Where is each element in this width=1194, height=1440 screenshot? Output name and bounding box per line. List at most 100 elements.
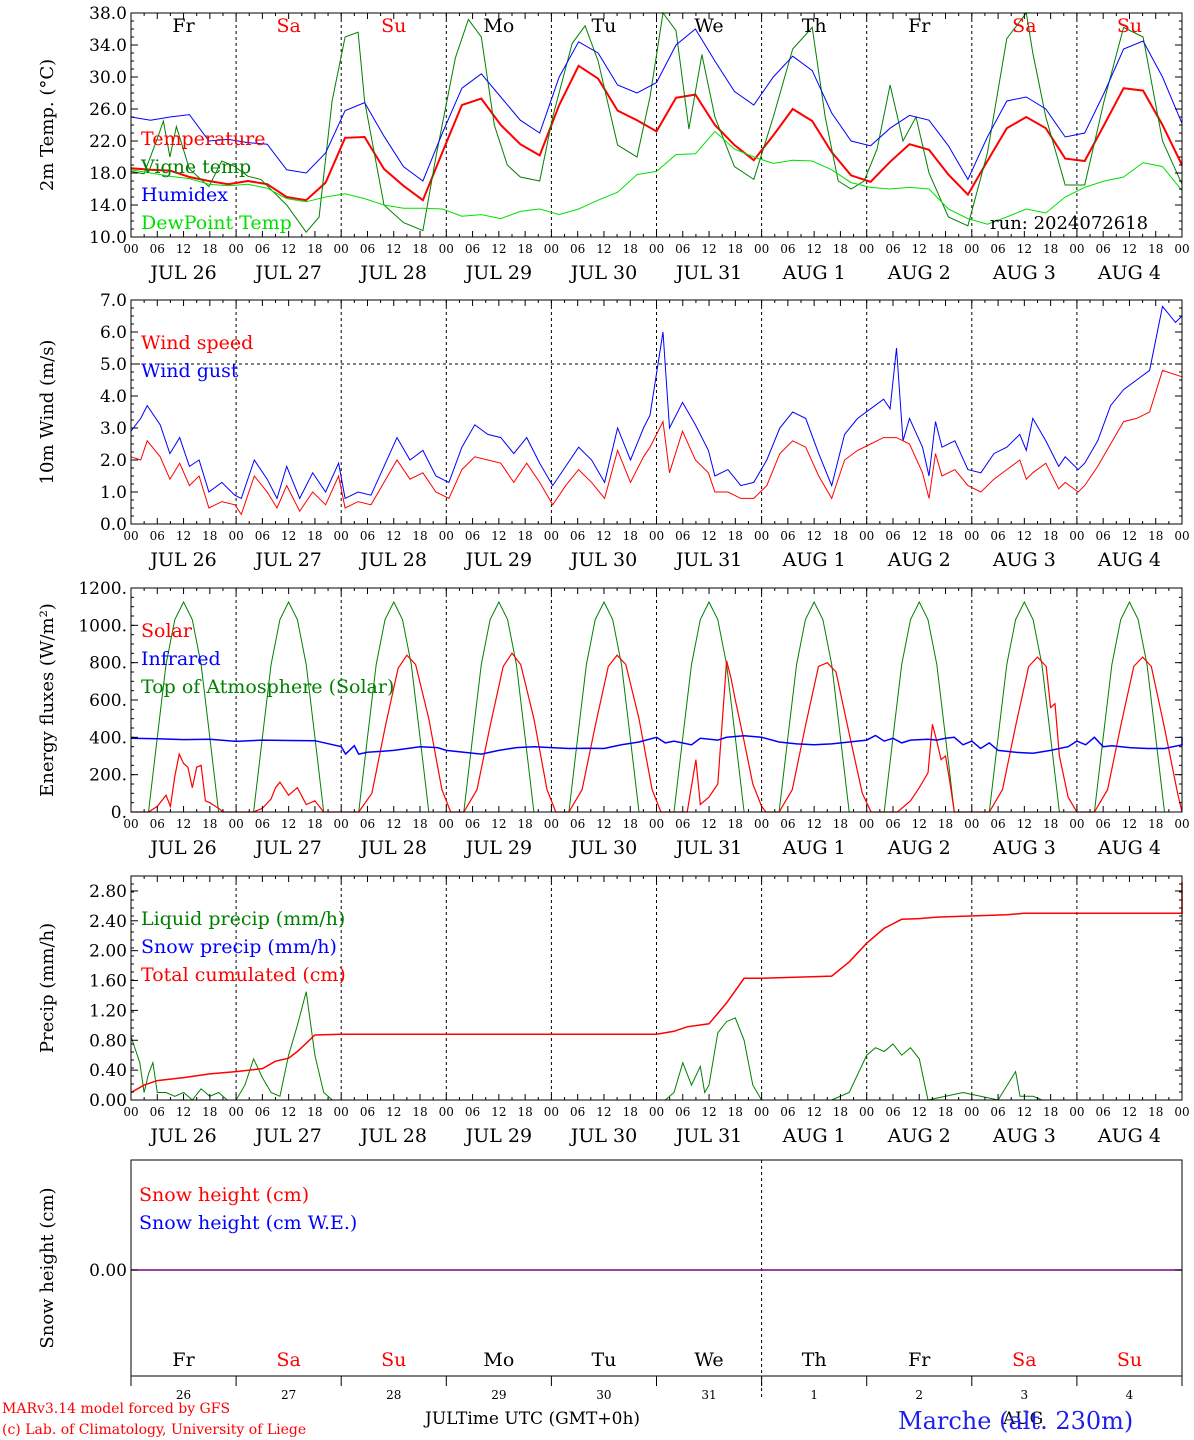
weekday-label: Sa <box>276 15 300 37</box>
y-tick-label: 0.40 <box>89 1061 127 1081</box>
hour-tick-label: 18 <box>517 529 532 543</box>
hour-tick-label: 06 <box>780 242 795 256</box>
hour-tick-label: 00 <box>649 242 664 256</box>
hour-tick-label: 18 <box>412 817 427 831</box>
hour-tick-label: 00 <box>544 1105 559 1119</box>
hour-tick-label: 18 <box>1148 529 1163 543</box>
hour-tick-label: 18 <box>728 529 743 543</box>
hour-tick-label: 12 <box>386 817 401 831</box>
hour-tick-label: 12 <box>491 817 506 831</box>
date-tick-label: AUG 1 <box>782 549 846 571</box>
hour-tick-label: 12 <box>596 1105 611 1119</box>
hour-tick-label: 06 <box>1096 529 1111 543</box>
y-tick-label: 18.0 <box>89 164 127 184</box>
hour-tick-label: 18 <box>833 529 848 543</box>
y-tick-label: 2.40 <box>89 912 127 932</box>
credit-line-2: (c) Lab. of Climatology, University of L… <box>2 1422 306 1438</box>
hour-tick-label: 06 <box>255 817 270 831</box>
date-tick-label: JUL 29 <box>464 262 532 284</box>
hour-tick-label: 18 <box>938 1105 953 1119</box>
day-number-label: 30 <box>596 1388 611 1402</box>
toa-solar-line <box>761 600 867 813</box>
hour-tick-label: 18 <box>623 817 638 831</box>
hour-tick-label: 00 <box>228 1105 243 1119</box>
date-tick-label: JUL 31 <box>674 262 742 284</box>
day-number-label: 28 <box>386 1388 401 1402</box>
hour-tick-label: 06 <box>990 529 1005 543</box>
day-number-label: 2 <box>915 1388 923 1402</box>
hour-tick-label: 00 <box>1174 529 1189 543</box>
hour-tick-label: 06 <box>675 817 690 831</box>
weekday-label: Fr <box>908 15 931 37</box>
hour-tick-label: 18 <box>1043 529 1058 543</box>
y-tick-label: 26.0 <box>89 100 127 120</box>
weekday-label: Th <box>802 15 827 37</box>
hour-tick-label: 12 <box>807 817 822 831</box>
hour-tick-label: 00 <box>228 529 243 543</box>
hour-tick-label: 18 <box>623 1105 638 1119</box>
date-tick-label: JUL 30 <box>569 262 637 284</box>
hour-tick-label: 12 <box>1017 529 1032 543</box>
hour-tick-label: 06 <box>1096 242 1111 256</box>
legend-entry: Temperature <box>141 128 265 150</box>
hour-tick-label: 06 <box>885 242 900 256</box>
date-tick-label: AUG 3 <box>992 837 1056 859</box>
date-tick-label: JUL 27 <box>253 837 321 859</box>
date-tick-label: AUG 3 <box>992 549 1056 571</box>
wind-series-line <box>130 369 1183 516</box>
date-tick-label: JUL 28 <box>359 837 427 859</box>
hour-tick-label: 12 <box>1122 817 1137 831</box>
date-tick-label: JUL 27 <box>253 1125 321 1147</box>
hour-tick-label: 00 <box>1069 529 1084 543</box>
y-tick-label: 30.0 <box>89 68 127 88</box>
wind-series-line <box>130 305 1183 500</box>
date-tick-label: AUG 2 <box>887 1125 951 1147</box>
legend-entry: Humidex <box>141 184 228 206</box>
hour-tick-label: 18 <box>728 242 743 256</box>
hour-tick-label: 06 <box>675 242 690 256</box>
hour-tick-label: 00 <box>649 529 664 543</box>
hour-tick-label: 06 <box>360 529 375 543</box>
hour-tick-label: 12 <box>807 242 822 256</box>
hour-tick-label: 06 <box>465 1105 480 1119</box>
hour-tick-label: 18 <box>412 1105 427 1119</box>
y-axis-title: 10m Wind (m/s) <box>37 340 58 485</box>
hour-tick-label: 12 <box>491 529 506 543</box>
hour-tick-label: 18 <box>202 817 217 831</box>
hour-tick-label: 06 <box>150 242 165 256</box>
temperature-series-line <box>130 64 1183 202</box>
hour-tick-label: 12 <box>1122 242 1137 256</box>
hour-tick-label: 00 <box>439 1105 454 1119</box>
weekday-label: Fr <box>908 1349 931 1371</box>
x-axis-title: Time UTC (GMT+0h) <box>456 1409 640 1429</box>
weekday-label: Tu <box>591 15 616 37</box>
date-tick-label: AUG 3 <box>992 1125 1056 1147</box>
hour-tick-label: 18 <box>623 242 638 256</box>
hour-tick-label: 00 <box>964 529 979 543</box>
hour-tick-label: 12 <box>281 242 296 256</box>
hour-tick-label: 06 <box>780 529 795 543</box>
hour-tick-label: 18 <box>1148 1105 1163 1119</box>
date-tick-label: AUG 1 <box>782 837 846 859</box>
day-number-label: 4 <box>1126 1388 1134 1402</box>
month-left-label: JUL <box>423 1409 457 1429</box>
hour-tick-label: 12 <box>701 529 716 543</box>
hour-tick-label: 18 <box>938 242 953 256</box>
y-tick-label: 1.60 <box>89 972 127 992</box>
toa-solar-line <box>341 600 447 813</box>
hour-tick-label: 00 <box>754 529 769 543</box>
y-axis-title: Energy fluxes (W/m²) <box>37 603 58 797</box>
hour-tick-label: 12 <box>281 529 296 543</box>
hour-tick-label: 06 <box>675 1105 690 1119</box>
hour-tick-label: 00 <box>123 817 138 831</box>
hour-tick-label: 00 <box>754 242 769 256</box>
toa-solar-line <box>446 600 552 813</box>
hour-tick-label: 12 <box>912 529 927 543</box>
hour-tick-label: 06 <box>465 817 480 831</box>
hour-tick-label: 18 <box>202 242 217 256</box>
hour-tick-label: 12 <box>386 242 401 256</box>
hour-tick-label: 06 <box>1096 1105 1111 1119</box>
toa-solar-line <box>236 600 342 813</box>
hour-tick-label: 12 <box>596 817 611 831</box>
y-tick-label: 38.0 <box>89 4 127 24</box>
